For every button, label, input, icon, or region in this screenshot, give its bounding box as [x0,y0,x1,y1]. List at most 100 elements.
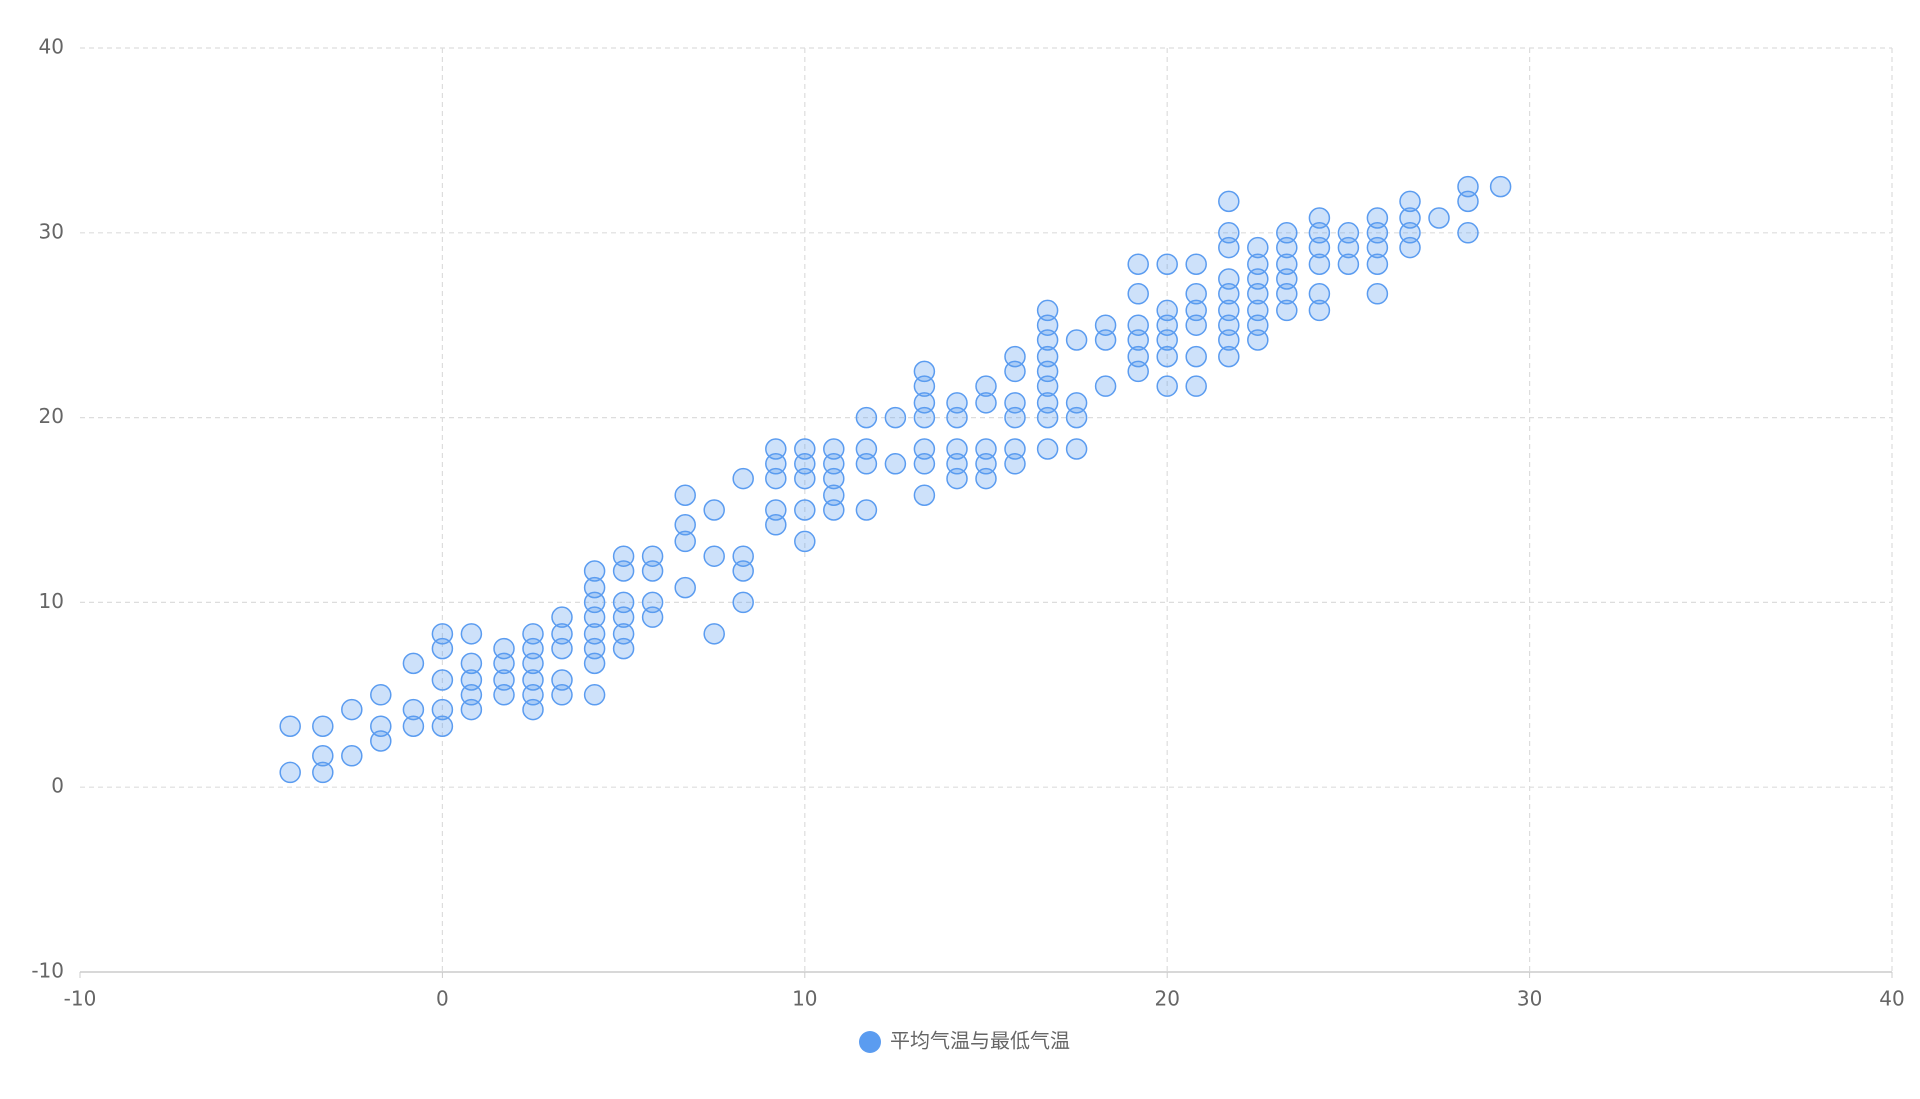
scatter-point [674,530,696,553]
scatter-point [522,623,544,645]
scatter-point [794,499,816,521]
scatter-point [1156,375,1178,397]
scatter-point [823,484,845,506]
scatter-point [493,669,515,691]
scatter-point [1218,222,1240,244]
scatter-point [583,560,606,582]
scatter-point [855,438,878,460]
scatter-point [1218,345,1240,368]
scatter-point [1247,253,1269,275]
scatter-point [1185,299,1207,322]
scatter-point [823,453,845,475]
scatter-point [1185,314,1207,336]
scatter-point [1156,314,1178,336]
scatter-point [1218,190,1240,213]
scatter-point [1185,253,1207,275]
scatter-point [1065,329,1088,351]
scatter-point [370,715,392,737]
scatter-point [1399,190,1421,213]
scatter-point [612,545,635,567]
scatter-point [1337,236,1360,259]
scatter-point [370,684,392,706]
scatter-point [431,698,454,721]
scatter-point [1218,236,1240,259]
x-tick-label: 10 [792,987,817,1011]
scatter-point [641,545,664,567]
scatter-point [612,623,635,645]
scatter-point [341,745,363,767]
scatter-point [823,438,845,460]
scatter-point [1036,392,1059,414]
scatter-point [1218,283,1240,305]
scatter-point [1247,329,1269,351]
scatter-point [522,637,544,660]
scatter-point [1127,314,1149,336]
scatter-point [946,467,968,490]
y-tick-label: 10 [39,589,64,613]
scatter-point [1247,299,1269,322]
scatter-point [583,576,606,599]
scatter-point [1094,375,1117,397]
scatter-point [1127,360,1149,383]
scatter-point [1065,438,1088,460]
scatter-point [1127,253,1149,275]
scatter-point [975,467,997,490]
scatter-point [612,637,635,660]
scatter-point [1156,329,1178,351]
scatter-point [732,545,754,567]
scatter-point [1399,222,1421,244]
scatter-point [460,669,483,691]
scatter-point [913,392,936,414]
scatter-point [551,606,573,628]
scatter-point [341,698,363,721]
scatter-point [583,591,606,614]
scatter-point [279,715,301,737]
x-tick-label: 0 [436,987,449,1011]
scatter-point [312,761,334,784]
scatter-point [1094,329,1117,351]
scatter-point [1156,299,1178,322]
scatter-point [431,669,454,691]
scatter-point [765,467,787,490]
scatter-point [1004,438,1026,460]
scatter-point [855,406,878,429]
scatter-point [1337,253,1360,275]
scatter-point [1428,207,1450,229]
scatter-point [460,652,483,675]
scatter-point [946,406,968,429]
scatter-point [946,392,968,414]
scatter-point [975,438,997,460]
scatter-point [402,652,425,675]
scatter-point [765,499,787,521]
scatter-point [823,467,845,490]
scatter-point [913,360,936,383]
scatter-point [522,684,544,706]
scatter-point [975,392,997,414]
y-tick-label: -10 [31,959,64,983]
scatter-point [913,375,936,397]
scatter-point [946,438,968,460]
scatter-point [1457,222,1479,244]
scatter-point [913,406,936,429]
scatter-point [1004,345,1026,368]
scatter-point [1036,438,1059,460]
scatter-point [1036,329,1059,351]
y-tick-label: 30 [39,219,64,243]
scatter-point [583,606,606,628]
scatter-point [1156,345,1178,368]
scatter-point [1308,253,1331,275]
scatter-point [1036,345,1059,368]
scatter-point [1399,236,1421,259]
scatter-point [612,591,635,614]
scatter-point [1276,253,1298,275]
scatter-point [1366,207,1389,229]
scatter-point [765,438,787,460]
scatter-point [1276,236,1298,259]
scatter-point [913,484,936,506]
scatter-point [884,453,907,475]
scatter-point [1065,392,1088,414]
scatter-point [674,514,696,536]
scatter-point [1308,299,1331,322]
scatter-point [1308,207,1331,229]
scatter-point [674,576,696,599]
